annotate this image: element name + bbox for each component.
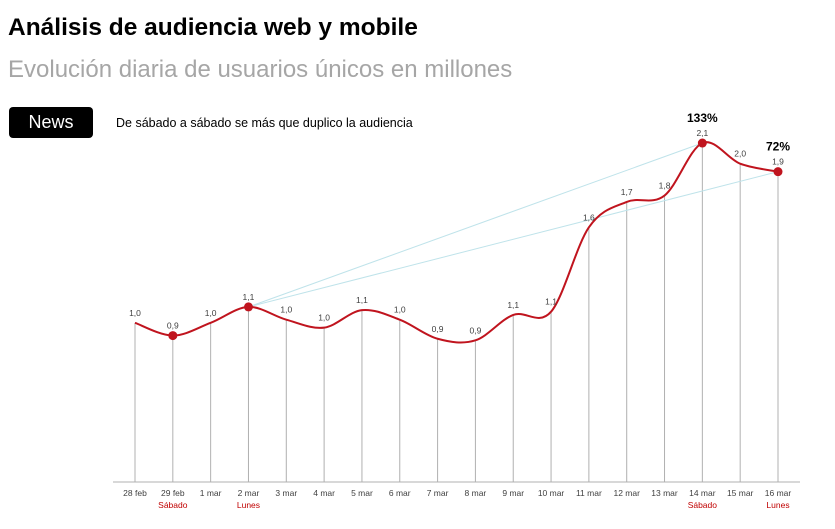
x-tick-label: 6 mar: [389, 488, 411, 498]
trend-line: [248, 171, 779, 308]
x-tick-sublabel: Sábado: [688, 500, 718, 510]
trend-line: [248, 142, 703, 308]
x-tick-label: 12 mar: [613, 488, 640, 498]
data-label: 2,0: [734, 149, 746, 159]
x-tick-label: 7 mar: [427, 488, 449, 498]
x-tick-label: 13 mar: [651, 488, 678, 498]
data-label: 2,1: [696, 128, 708, 138]
x-tick-label: 5 mar: [351, 488, 373, 498]
x-tick-label: 16 mar: [765, 488, 792, 498]
data-label: 1,0: [280, 305, 292, 315]
data-label: 1,9: [772, 157, 784, 167]
news-badge: News: [9, 107, 93, 138]
data-point-marker: [168, 331, 178, 341]
x-tick-label: 11 mar: [576, 488, 602, 498]
data-label: 1,0: [129, 308, 141, 318]
data-point-marker: [773, 167, 783, 177]
x-tick-label: 8 mar: [465, 488, 487, 498]
x-tick-sublabel: Sábado: [158, 500, 188, 510]
data-label: 1,8: [659, 181, 671, 191]
x-tick-label: 10 mar: [538, 488, 565, 498]
series-line: [134, 141, 779, 344]
x-tick-label: 3 mar: [275, 488, 297, 498]
x-tick-label: 4 mar: [313, 488, 335, 498]
x-tick-label: 1 mar: [200, 488, 222, 498]
data-label: 0,9: [167, 321, 179, 331]
data-label: 0,9: [469, 325, 481, 335]
data-label: 1,0: [205, 308, 217, 318]
page-title: Análisis de audiencia web y mobile: [8, 14, 418, 41]
x-tick-label: 15 mar: [727, 488, 754, 498]
data-label: 1,1: [243, 292, 255, 302]
percent-annotation: 133%: [687, 111, 718, 125]
x-tick-label: 29 feb: [161, 488, 185, 498]
data-label: 1,0: [318, 313, 330, 323]
data-label: 1,6: [583, 212, 595, 222]
data-label: 1,1: [507, 300, 519, 310]
x-tick-label: 14 mar: [689, 488, 716, 498]
data-label: 1,1: [545, 297, 557, 307]
percent-annotation: 72%: [766, 140, 790, 154]
x-tick-label: 2 mar: [238, 488, 260, 498]
x-tick-label: 28 feb: [123, 488, 147, 498]
data-label: 1,1: [356, 295, 368, 305]
page-subtitle: Evolución diaria de usuarios únicos en m…: [8, 56, 513, 83]
data-point-marker: [243, 302, 253, 312]
x-tick-sublabel: Lunes: [237, 500, 260, 510]
chart-note: De sábado a sábado se más que duplico la…: [116, 116, 413, 130]
data-label: 0,9: [432, 324, 444, 334]
data-label: 1,7: [621, 187, 633, 197]
x-tick-label: 9 mar: [502, 488, 524, 498]
data-label: 1,0: [394, 305, 406, 315]
data-point-marker: [697, 138, 707, 148]
x-tick-sublabel: Lunes: [766, 500, 789, 510]
